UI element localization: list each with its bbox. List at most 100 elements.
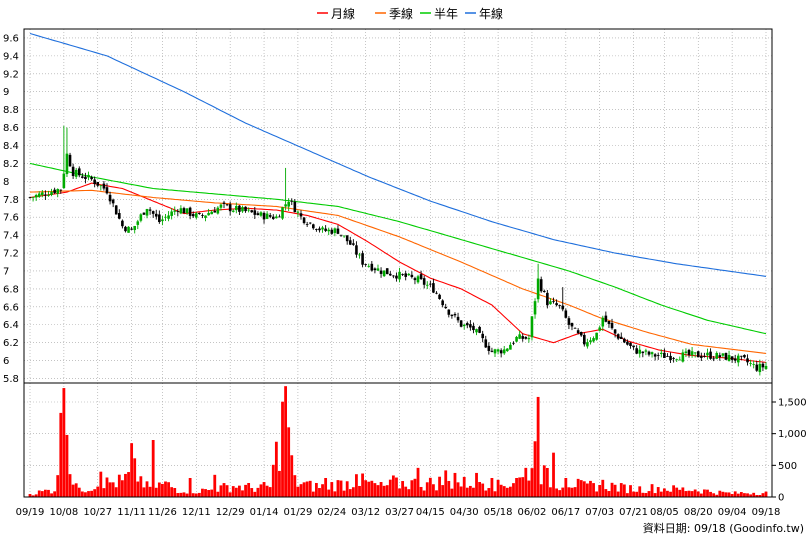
candle-body: [31, 197, 35, 198]
candle-body: [718, 355, 722, 358]
volume-bar: [585, 483, 589, 497]
volume-bar: [274, 441, 278, 497]
volume-bar: [632, 491, 635, 497]
candle-body: [456, 316, 460, 321]
candle-body: [207, 212, 210, 216]
volume-bar: [259, 484, 263, 497]
volume-bar: [465, 487, 469, 497]
candle-body: [111, 199, 115, 204]
candle-body: [102, 183, 106, 189]
candle-body: [749, 363, 752, 364]
candle-body: [487, 345, 491, 351]
candle-body: [176, 211, 180, 212]
volume-bar: [653, 493, 657, 497]
date-tick-label: 08/05: [650, 507, 679, 518]
volume-bar: [576, 478, 580, 497]
candle-body: [555, 303, 558, 306]
candle-body: [432, 283, 435, 293]
volume-bar: [533, 441, 537, 497]
candle-body: [241, 207, 244, 212]
volume-bar: [703, 489, 706, 497]
volume-bar: [68, 474, 72, 497]
volume-bar: [564, 478, 568, 497]
candle-body: [472, 325, 475, 331]
legend-label-yearly: 年線: [479, 6, 503, 21]
candle-body: [275, 216, 278, 219]
volume-bar: [752, 492, 756, 497]
candle-body: [764, 365, 768, 369]
volume-bar: [456, 482, 460, 497]
price-plot-area: [24, 29, 772, 383]
candle-body: [715, 352, 719, 359]
volume-bar: [142, 487, 146, 497]
candle-body: [712, 358, 715, 360]
candle-body: [228, 204, 232, 212]
candle-body: [139, 214, 143, 221]
volume-tick-label: 0: [778, 493, 784, 504]
volume-bar: [499, 484, 503, 497]
candle-body: [287, 201, 290, 207]
volume-bar: [47, 489, 50, 497]
candle-body: [666, 356, 669, 357]
candle-body: [105, 187, 109, 194]
volume-bar: [74, 483, 78, 497]
candle-body: [74, 169, 78, 177]
volume-bar: [422, 490, 426, 497]
volume-bar: [647, 491, 651, 497]
price-tick-label: 7: [3, 266, 9, 277]
volume-bar: [124, 473, 127, 497]
candle-body: [250, 210, 254, 213]
volume-bar: [278, 470, 281, 497]
volume-bar: [96, 486, 100, 497]
volume-bar: [305, 481, 309, 497]
volume-bar: [530, 468, 534, 497]
volume-bar: [225, 485, 229, 497]
candle-body: [465, 323, 469, 326]
candle-body: [238, 205, 241, 212]
candle-body: [93, 179, 96, 185]
volume-bar: [401, 481, 405, 497]
volume-bar: [133, 458, 137, 497]
candle-body: [262, 212, 266, 220]
volume-bar: [555, 488, 558, 497]
candle-body: [62, 173, 66, 188]
candle-body: [576, 330, 580, 334]
candle-body: [47, 195, 50, 196]
volume-bar: [210, 489, 214, 497]
price-tick-label: 8.4: [3, 141, 19, 152]
volume-bar: [629, 485, 632, 497]
candle-body: [361, 253, 364, 265]
volume-bar: [462, 476, 466, 497]
candle-body: [278, 216, 281, 218]
date-tick-label: 09/19: [16, 507, 45, 518]
volume-bar: [549, 487, 552, 497]
volume-bar: [302, 482, 306, 497]
volume-bar: [50, 493, 53, 497]
volume-bar: [262, 482, 266, 497]
volume-bar: [207, 490, 211, 497]
candle-body: [659, 352, 663, 354]
volume-bar: [515, 478, 518, 497]
ma-line-1: [29, 182, 767, 363]
price-tick-label: 8.2: [3, 159, 19, 170]
volume-bar: [626, 493, 629, 497]
candle-body: [616, 334, 620, 339]
candle-body: [268, 215, 272, 217]
date-tick-label: 04/15: [416, 507, 445, 518]
volume-bar: [219, 485, 223, 497]
candle-body: [253, 210, 257, 215]
volume-bar: [244, 484, 247, 497]
volume-bar: [481, 483, 485, 497]
volume-bar: [364, 480, 368, 497]
candle-body: [632, 345, 635, 348]
candle-body: [583, 334, 586, 345]
candle-body: [259, 212, 263, 216]
volume-bar: [287, 427, 291, 497]
price-tick-label: 7.4: [3, 231, 19, 242]
volume-bar: [351, 487, 355, 497]
volume-bar: [656, 487, 660, 497]
candle-body: [231, 210, 235, 212]
volume-bar: [201, 488, 204, 497]
volume-bar: [416, 467, 420, 497]
candle-body: [638, 349, 642, 354]
